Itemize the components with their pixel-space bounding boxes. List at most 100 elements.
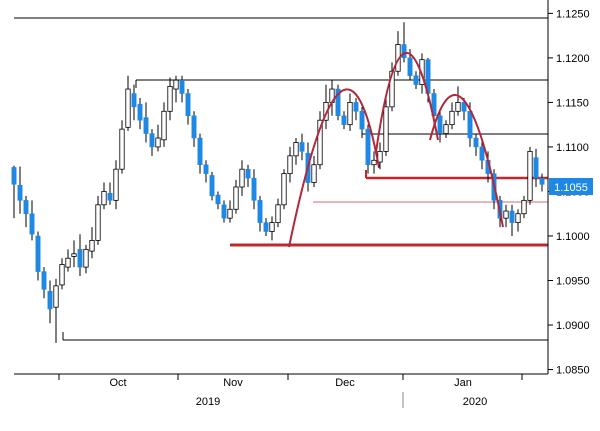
candle: [47, 290, 53, 310]
candle: [473, 137, 479, 148]
candle: [101, 191, 107, 206]
candle: [533, 157, 539, 179]
last-price-tag-text: 1.1055: [554, 182, 588, 194]
candle: [281, 173, 287, 206]
candle: [65, 257, 71, 268]
candle: [215, 194, 221, 205]
candle: [89, 240, 95, 252]
candle: [17, 184, 23, 201]
candle: [293, 142, 299, 157]
candle: [167, 85, 173, 112]
candle: [275, 204, 281, 224]
year-label-2019: 2019: [196, 396, 220, 408]
candle: [233, 186, 239, 210]
candle: [443, 124, 449, 134]
candle: [389, 70, 395, 108]
candle: [263, 222, 269, 232]
candle: [509, 210, 515, 223]
candle: [479, 146, 485, 161]
candle: [95, 204, 101, 241]
candle: [35, 235, 41, 272]
y-tick-label: 1.1150: [556, 97, 589, 109]
y-tick-label: 1.1250: [556, 8, 590, 20]
annotation-layer: [14, 17, 548, 341]
candle: [221, 204, 227, 219]
candle: [413, 75, 419, 85]
candle: [365, 128, 371, 165]
year-label-2020: 2020: [463, 396, 487, 408]
candle: [269, 222, 275, 232]
candle: [131, 93, 137, 108]
candle: [41, 271, 47, 290]
month-label-jan: Jan: [454, 377, 472, 389]
candle: [401, 44, 407, 59]
candle: [173, 79, 179, 90]
axis-layer: Oct Nov Dec Jan 2019 2020: [14, 0, 549, 408]
candle: [209, 175, 215, 197]
candle: [143, 117, 149, 134]
candle: [23, 200, 29, 214]
candle: [251, 177, 257, 201]
candle: [467, 111, 473, 139]
y-tick-label: 1.0950: [556, 276, 590, 288]
candle: [461, 102, 467, 112]
month-label-nov: Nov: [223, 377, 243, 389]
candle: [77, 249, 83, 268]
candle: [521, 199, 527, 215]
candle: [137, 103, 143, 121]
candle: [227, 208, 233, 219]
candle: [149, 133, 155, 148]
candle: [113, 168, 119, 201]
candle: [191, 115, 197, 139]
y-tick-label: 1.0900: [556, 320, 590, 332]
candle: [197, 137, 203, 165]
month-label-dec: Dec: [335, 377, 355, 389]
candle: [407, 57, 413, 76]
candle: [527, 150, 533, 201]
candle: [353, 102, 359, 112]
candle: [107, 192, 113, 201]
candle: [347, 102, 353, 126]
candle: [503, 210, 509, 219]
candle: [449, 110, 455, 126]
y-tick-label: 1.1200: [556, 53, 590, 65]
candle: [11, 167, 17, 185]
candle: [287, 155, 293, 175]
candle: [119, 128, 125, 170]
arc-layer: [288, 51, 504, 248]
candle: [515, 213, 521, 224]
candle: [59, 264, 65, 286]
month-label-oct: Oct: [109, 377, 126, 389]
candle: [317, 119, 323, 166]
candles-layer: [11, 22, 545, 343]
candle: [125, 88, 131, 128]
candle: [239, 168, 245, 188]
candle: [383, 106, 389, 152]
last-price-tag: 1.1055: [549, 178, 593, 195]
candle: [185, 93, 191, 117]
candle: [71, 253, 77, 257]
candle: [83, 248, 89, 268]
candle: [311, 164, 317, 183]
candle: [155, 137, 161, 148]
y-tick-label: 1.1000: [556, 231, 590, 243]
candle: [161, 110, 167, 141]
pattern-arc: [429, 94, 504, 228]
candle: [245, 168, 251, 179]
pattern-arc: [288, 88, 380, 248]
candle: [341, 115, 347, 125]
pattern-arc: [375, 51, 439, 153]
candle: [29, 213, 35, 235]
candle: [299, 142, 305, 152]
y-tick-label: 1.1100: [556, 142, 589, 154]
candle: [335, 88, 341, 117]
candle: [455, 102, 461, 112]
candle: [179, 79, 185, 94]
candle: [371, 159, 377, 166]
candle: [539, 177, 545, 185]
last-price-tag-box: [549, 178, 593, 195]
candle: [203, 164, 209, 174]
candle: [359, 111, 365, 130]
